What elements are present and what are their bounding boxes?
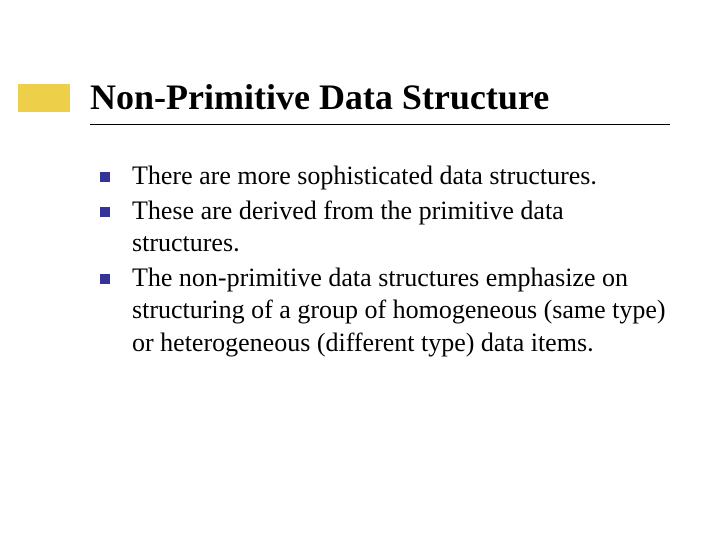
list-item: These are derived from the primitive dat… [100,195,670,260]
slide-title: Non-Primitive Data Structure [90,78,680,118]
bullet-text: There are more sophisticated data struct… [132,160,670,193]
title-underline [90,124,670,125]
list-item: There are more sophisticated data struct… [100,160,670,193]
title-region: Non-Primitive Data Structure [90,78,680,125]
square-bullet-icon [100,274,110,284]
square-bullet-icon [100,172,110,182]
bullet-text: These are derived from the primitive dat… [132,195,670,260]
bullet-list: There are more sophisticated data struct… [100,160,670,359]
slide: Non-Primitive Data Structure There are m… [0,0,720,540]
bullet-text: The non-primitive data structures emphas… [132,262,670,360]
square-bullet-icon [100,207,110,217]
accent-block [18,84,70,112]
body-region: There are more sophisticated data struct… [100,160,670,361]
list-item: The non-primitive data structures emphas… [100,262,670,360]
